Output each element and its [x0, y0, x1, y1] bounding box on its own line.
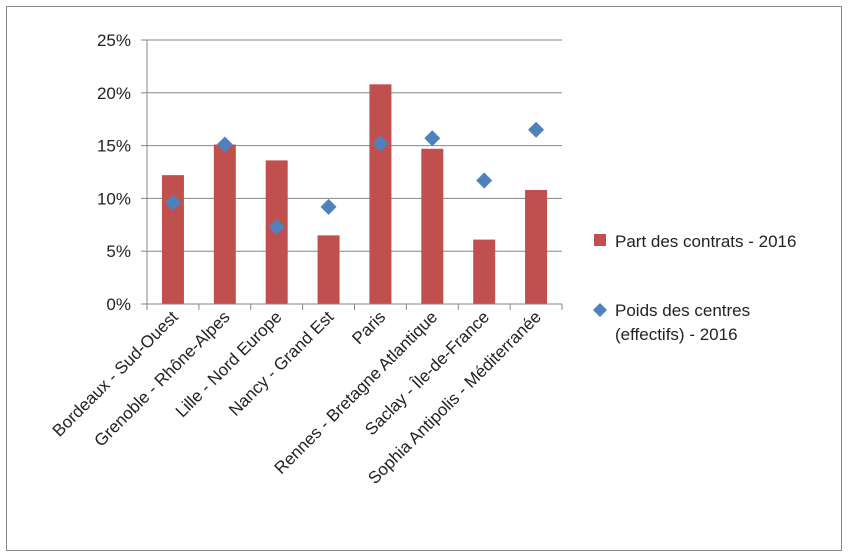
chart-svg: 0% 5% 10% 15% 20% 25% Bordeaux - Sud-OuestGre…	[7, 7, 843, 552]
chart-frame: 0% 5% 10% 15% 20% 25% Bordeaux - Sud-Ouest Gre…	[6, 6, 842, 551]
bar	[162, 175, 184, 304]
legend-label-marker-line2: (effectifs) - 2016	[615, 325, 738, 344]
bar	[318, 235, 340, 304]
gridlines	[141, 40, 562, 304]
bar-series	[162, 84, 547, 304]
y-tick-label: 25%	[97, 31, 131, 50]
legend-swatch-bar	[594, 234, 606, 246]
y-tick-label: 0%	[106, 295, 131, 314]
marker-point	[528, 122, 544, 138]
bar	[421, 149, 443, 304]
axes	[147, 40, 562, 310]
x-tick-label: Paris	[348, 307, 389, 348]
bar	[525, 190, 547, 304]
y-tick-labels: 0% 5% 10% 15% 20% 25%	[97, 31, 131, 314]
y-tick-label: 20%	[97, 84, 131, 103]
y-tick-label: 5%	[106, 242, 131, 261]
bar	[473, 240, 495, 304]
y-tick-label: 10%	[97, 189, 131, 208]
bar	[214, 145, 236, 304]
y-tick-label: 15%	[97, 137, 131, 156]
marker-point	[321, 199, 337, 215]
legend-label-bar: Part des contrats - 2016	[615, 232, 796, 251]
legend-label-marker-line1: Poids des centres	[615, 301, 750, 320]
marker-point	[424, 130, 440, 146]
legend: Part des contrats - 2016 Poids des centr…	[593, 232, 796, 344]
bar	[369, 84, 391, 304]
marker-point	[476, 172, 492, 188]
legend-swatch-marker	[593, 303, 607, 317]
